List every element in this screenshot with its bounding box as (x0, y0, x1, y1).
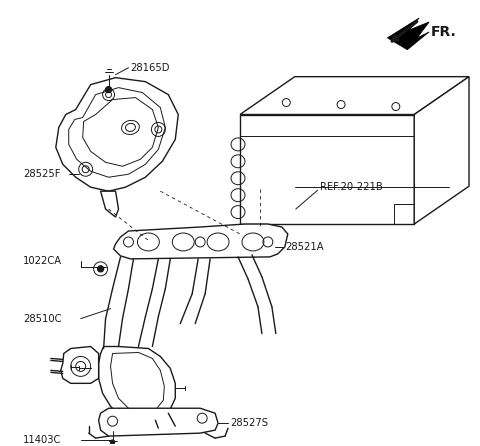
Text: 28521A: 28521A (285, 242, 324, 252)
Text: 28165D: 28165D (131, 63, 170, 73)
Text: 28525F: 28525F (23, 169, 60, 179)
Text: FR.: FR. (431, 25, 457, 39)
Polygon shape (101, 191, 119, 217)
Polygon shape (414, 77, 469, 224)
Polygon shape (98, 347, 175, 424)
Circle shape (106, 87, 111, 93)
Circle shape (97, 266, 104, 272)
Text: 1022CA: 1022CA (23, 256, 62, 266)
Text: 11403C: 11403C (23, 435, 61, 445)
Polygon shape (240, 115, 414, 224)
Polygon shape (387, 18, 429, 50)
Polygon shape (114, 224, 288, 259)
Polygon shape (240, 77, 469, 115)
Text: 28527S: 28527S (230, 418, 268, 428)
Polygon shape (61, 347, 98, 384)
Polygon shape (98, 408, 218, 436)
Text: REF.20-221B: REF.20-221B (320, 182, 383, 192)
Circle shape (110, 440, 115, 444)
Polygon shape (56, 78, 178, 191)
Text: 28510C: 28510C (23, 314, 61, 324)
